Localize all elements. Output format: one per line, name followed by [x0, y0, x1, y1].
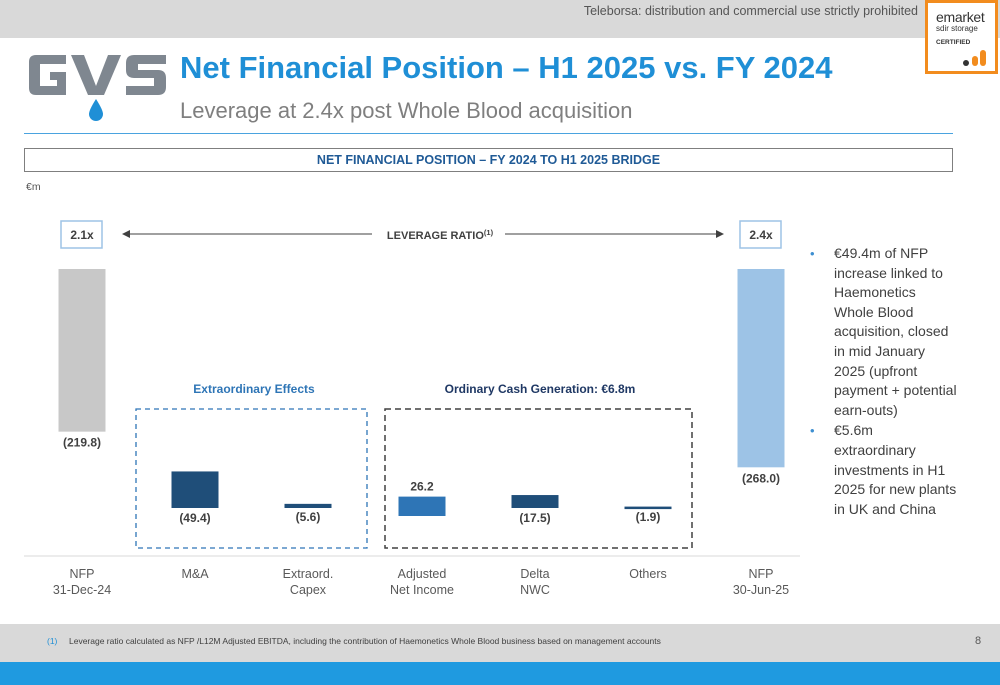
- bullet-text: €5.6m extraordinary investments in H1 20…: [834, 422, 957, 517]
- leverage-arrow-right-head: [716, 230, 724, 238]
- unit-label: €m: [26, 181, 41, 193]
- bottom-accent-bar: [0, 662, 1000, 685]
- category-label-4: NWC: [520, 583, 550, 597]
- bullet-item: • €49.4m of NFP increase linked to Haemon…: [808, 244, 958, 420]
- bar-5: [624, 506, 672, 510]
- badge-line1: emarket: [936, 9, 985, 25]
- badge-bars-icon: [963, 50, 986, 66]
- category-label-6: NFP: [749, 567, 774, 581]
- page-title: Net Financial Position – H1 2025 vs. FY …: [180, 50, 833, 85]
- page-subtitle: Leverage at 2.4x post Whole Blood acquis…: [180, 98, 633, 123]
- distribution-notice: Teleborsa: distribution and commercial u…: [583, 4, 918, 18]
- footnote-text: Leverage ratio calculated as NFP /L12M A…: [69, 636, 661, 646]
- emarket-storage-badge: emarket sdir storage CERTIFIED: [925, 0, 998, 74]
- bullet-item: • €5.6m extraordinary investments in H1 2…: [808, 421, 958, 519]
- commentary-list: • €49.4m of NFP increase linked to Haemon…: [808, 244, 958, 520]
- category-label-3: Net Income: [390, 583, 454, 597]
- data-label-0: (219.8): [63, 436, 101, 450]
- category-label-0: NFP: [70, 567, 95, 581]
- category-label-6: 30-Jun-25: [733, 583, 789, 597]
- bullet-text: €49.4m of NFP increase linked to Haemone…: [834, 245, 957, 418]
- leverage-end-box: [739, 220, 782, 249]
- leverage-start-box: [60, 220, 103, 249]
- footnote-bar: (1) Leverage ratio calculated as NFP /L1…: [0, 624, 1000, 662]
- badge-line3: CERTIFIED: [936, 39, 971, 46]
- category-label-4: Delta: [520, 567, 549, 581]
- category-label-0: 31-Dec-24: [53, 583, 111, 597]
- title-divider: [24, 133, 953, 134]
- category-label-2: Capex: [290, 583, 327, 597]
- bar-6: [737, 269, 785, 468]
- leverage-start-value: 2.1x: [70, 228, 94, 242]
- data-label-5: (1.9): [636, 510, 661, 524]
- data-label-3: 26.2: [410, 480, 434, 494]
- extraordinary-group-box: [135, 408, 368, 549]
- leverage-end-value: 2.4x: [749, 228, 773, 242]
- bar-2: [284, 503, 332, 508]
- bar-4: [511, 495, 559, 508]
- gvs-logo-mark: [29, 55, 166, 121]
- bridge-title: NET FINANCIAL POSITION – FY 2024 TO H1 2…: [24, 148, 953, 172]
- top-banner: Teleborsa: distribution and commercial u…: [0, 0, 1000, 38]
- category-label-2: Extraord.: [283, 567, 334, 581]
- data-label-2: (5.6): [296, 510, 321, 524]
- category-label-3: Adjusted: [398, 567, 447, 581]
- leverage-footnote-marker: (1): [484, 228, 494, 237]
- leverage-ratio-label: LEVERAGE RATIO(1): [387, 228, 494, 242]
- category-label-5: Others: [629, 567, 667, 581]
- data-label-6: (268.0): [742, 471, 780, 485]
- page-number: 8: [975, 635, 982, 647]
- data-label-4: (17.5): [519, 511, 550, 525]
- leverage-arrow-left-head: [122, 230, 130, 238]
- category-label-1: M&A: [181, 567, 209, 581]
- nfp-bridge-chart: Extraordinary Effects Ordinary Cash Gener…: [24, 220, 800, 597]
- group-label-extraordinary: Extraordinary Effects: [193, 382, 315, 396]
- ordinary-group-box: [384, 408, 693, 549]
- group-label-ordinary: Ordinary Cash Generation: €6.8m: [445, 382, 636, 396]
- bar-3: [398, 496, 446, 516]
- bar-1: [171, 471, 219, 508]
- badge-line2: sdir storage: [936, 24, 978, 33]
- gvs-logo: [26, 50, 171, 133]
- data-label-1: (49.4): [179, 511, 210, 525]
- bullet-dot: •: [810, 423, 815, 439]
- bullet-dot: •: [810, 246, 815, 261]
- bar-0: [58, 269, 106, 432]
- footnote-number: (1): [47, 636, 58, 646]
